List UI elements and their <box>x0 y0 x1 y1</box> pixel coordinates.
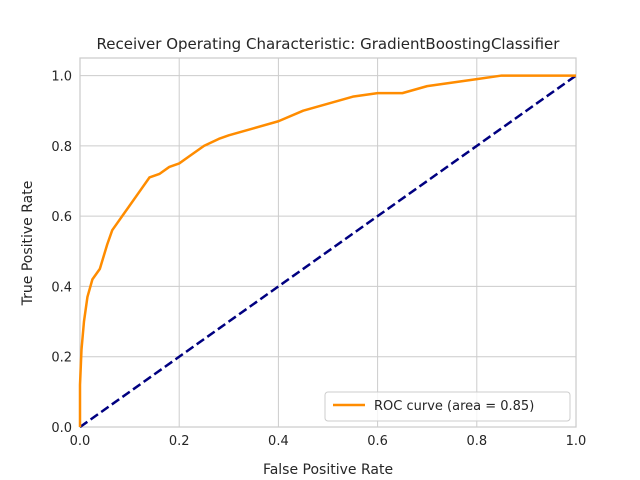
chance-diagonal-line <box>79 74 577 429</box>
chart-title: Receiver Operating Characteristic: Gradi… <box>97 35 561 53</box>
legend: ROC curve (area = 0.85) <box>324 391 571 422</box>
y-tick-label: 0.2 <box>51 351 72 366</box>
plot-frame <box>79 57 577 428</box>
grid <box>79 58 577 428</box>
x-tick-label: 0.8 <box>466 434 487 449</box>
y-tick-labels: 0.0 0.2 0.4 0.6 0.8 1.0 <box>51 70 72 436</box>
legend-box <box>324 391 571 422</box>
x-tick-label: 0.6 <box>367 434 388 449</box>
x-tick-labels: 0.0 0.2 0.4 0.6 0.8 1.0 <box>70 434 587 449</box>
x-tick-label: 0.2 <box>169 434 190 449</box>
y-tick-label: 1.0 <box>51 70 72 85</box>
y-tick-label: 0.8 <box>51 140 72 155</box>
y-tick-label: 0.6 <box>51 210 72 225</box>
x-tick-label: 0.4 <box>268 434 289 449</box>
series-group <box>78 74 577 429</box>
y-tick-label: 0.4 <box>51 280 72 295</box>
roc-curve-line <box>78 74 576 427</box>
legend-label: ROC curve (area = 0.85) <box>374 399 534 414</box>
x-tick-label: 1.0 <box>566 434 587 449</box>
y-tick-label: 0.0 <box>51 421 72 436</box>
y-axis-label: True Positive Rate <box>20 181 36 307</box>
x-axis-label: False Positive Rate <box>263 462 393 478</box>
x-tick-label: 0.0 <box>70 434 91 449</box>
